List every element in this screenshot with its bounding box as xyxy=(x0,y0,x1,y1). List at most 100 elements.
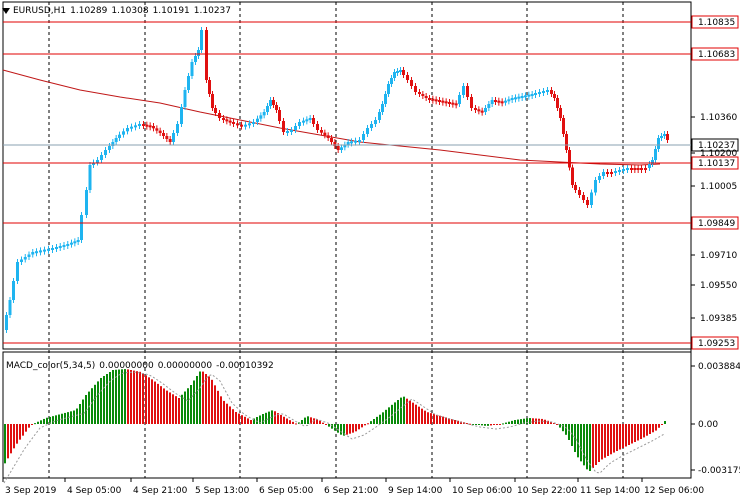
macd-bar xyxy=(565,424,567,435)
candle-body xyxy=(333,142,337,146)
candle-body xyxy=(494,100,497,102)
macd-bar xyxy=(193,380,195,424)
macd-bar xyxy=(655,424,657,431)
candle-body xyxy=(497,100,501,103)
macd-bar xyxy=(622,424,624,448)
candle-body xyxy=(374,120,377,124)
macd-bar xyxy=(553,422,555,424)
indicator-value-2: 0.00000000 xyxy=(157,361,213,371)
candle-body xyxy=(626,168,629,170)
candle-body xyxy=(290,130,293,132)
macd-bar xyxy=(421,408,423,424)
candle-body xyxy=(487,104,491,108)
macd-bar xyxy=(532,418,534,424)
macd-bar xyxy=(265,412,267,424)
macd-bar xyxy=(76,408,78,424)
macd-bar xyxy=(652,424,654,433)
candle-body xyxy=(343,144,347,148)
macd-bar xyxy=(208,376,210,424)
macd-bar xyxy=(604,424,606,458)
candle-body xyxy=(538,92,541,94)
time-tick-label: 3 Sep 2019 xyxy=(5,486,57,496)
macd-bar xyxy=(526,418,528,424)
horizontal-levels[interactable]: 1.10835 1.10683 1.10137 1.09849 1.09253 xyxy=(3,15,739,350)
candle-body xyxy=(618,170,621,172)
macd-bar xyxy=(16,424,18,444)
close-value: 1.10237 xyxy=(193,6,231,16)
candle-body xyxy=(477,109,481,112)
macd-bar xyxy=(199,371,201,424)
macd-bar xyxy=(472,424,474,425)
macd-bar xyxy=(256,417,258,424)
candle-body xyxy=(262,112,266,116)
macd-bar xyxy=(310,417,312,424)
macd-bar xyxy=(568,424,570,440)
macd-bar xyxy=(436,414,438,424)
candle-body xyxy=(448,102,451,104)
macd-bar xyxy=(631,424,633,444)
candle-body xyxy=(111,142,115,146)
candle-body xyxy=(197,50,200,56)
macd-bar xyxy=(37,421,39,424)
candle-body xyxy=(70,242,73,245)
candle-body xyxy=(5,315,8,330)
macd-bar xyxy=(70,411,72,424)
macd-bar xyxy=(580,424,582,462)
candle-body xyxy=(654,149,657,160)
candle-body xyxy=(158,130,162,133)
level-label: 1.10835 xyxy=(698,18,735,28)
candle-body xyxy=(118,134,121,138)
candle-body xyxy=(282,121,285,132)
macd-bar xyxy=(451,419,453,424)
macd-bar xyxy=(253,418,255,424)
candle-body xyxy=(387,84,390,94)
candle-body xyxy=(556,98,559,108)
macd-bar xyxy=(13,424,15,449)
candle-body xyxy=(550,90,553,94)
macd-tick-label: 0.00 xyxy=(698,420,718,430)
time-tick-label: 11 Sep 14:00 xyxy=(580,486,640,496)
macd-pane xyxy=(2,351,692,479)
macd-bar xyxy=(40,420,42,424)
macd-bar xyxy=(304,417,306,424)
candle-body xyxy=(323,132,327,136)
candle-body xyxy=(16,262,19,281)
candle-body xyxy=(208,80,211,94)
candle-body xyxy=(568,150,571,168)
candle-body xyxy=(320,130,323,133)
candle-body xyxy=(458,95,461,104)
macd-bar xyxy=(625,424,627,447)
macd-bar xyxy=(274,411,276,424)
candle-body xyxy=(259,115,263,119)
candle-body xyxy=(35,251,38,254)
candle-body xyxy=(480,110,484,113)
macd-bar xyxy=(379,414,381,424)
candle-body xyxy=(402,70,405,75)
candle-body xyxy=(302,120,305,123)
candle-body xyxy=(610,172,613,174)
macd-bar xyxy=(82,399,84,424)
vertical-grid xyxy=(48,2,624,478)
candle-body xyxy=(534,93,537,95)
macd-bar xyxy=(373,419,375,424)
candle-body xyxy=(183,90,187,107)
level-tag xyxy=(691,15,739,29)
time-tick-label: 4 Sep 21:00 xyxy=(133,486,188,496)
macd-bar xyxy=(352,424,354,433)
macd-bar xyxy=(559,424,561,428)
candle-body xyxy=(100,155,103,160)
triangle-down-icon[interactable] xyxy=(2,7,10,14)
candle-body xyxy=(62,245,66,247)
macd-bar xyxy=(151,379,153,424)
candle-body xyxy=(514,97,517,100)
candle-body xyxy=(286,131,289,133)
macd-bar xyxy=(115,369,117,424)
macd-bar xyxy=(166,390,168,424)
macd-bar xyxy=(376,416,378,424)
macd-bar xyxy=(478,424,480,425)
macd-bar xyxy=(592,424,594,468)
candle-body xyxy=(222,118,225,120)
macd-histogram xyxy=(4,369,666,471)
